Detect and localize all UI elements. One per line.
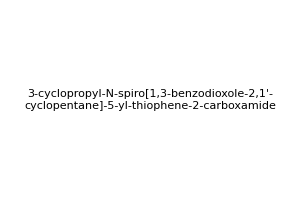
Text: 3-cyclopropyl-N-spiro[1,3-benzodioxole-2,1'-
cyclopentane]-5-yl-thiophene-2-carb: 3-cyclopropyl-N-spiro[1,3-benzodioxole-2… [24,89,276,111]
